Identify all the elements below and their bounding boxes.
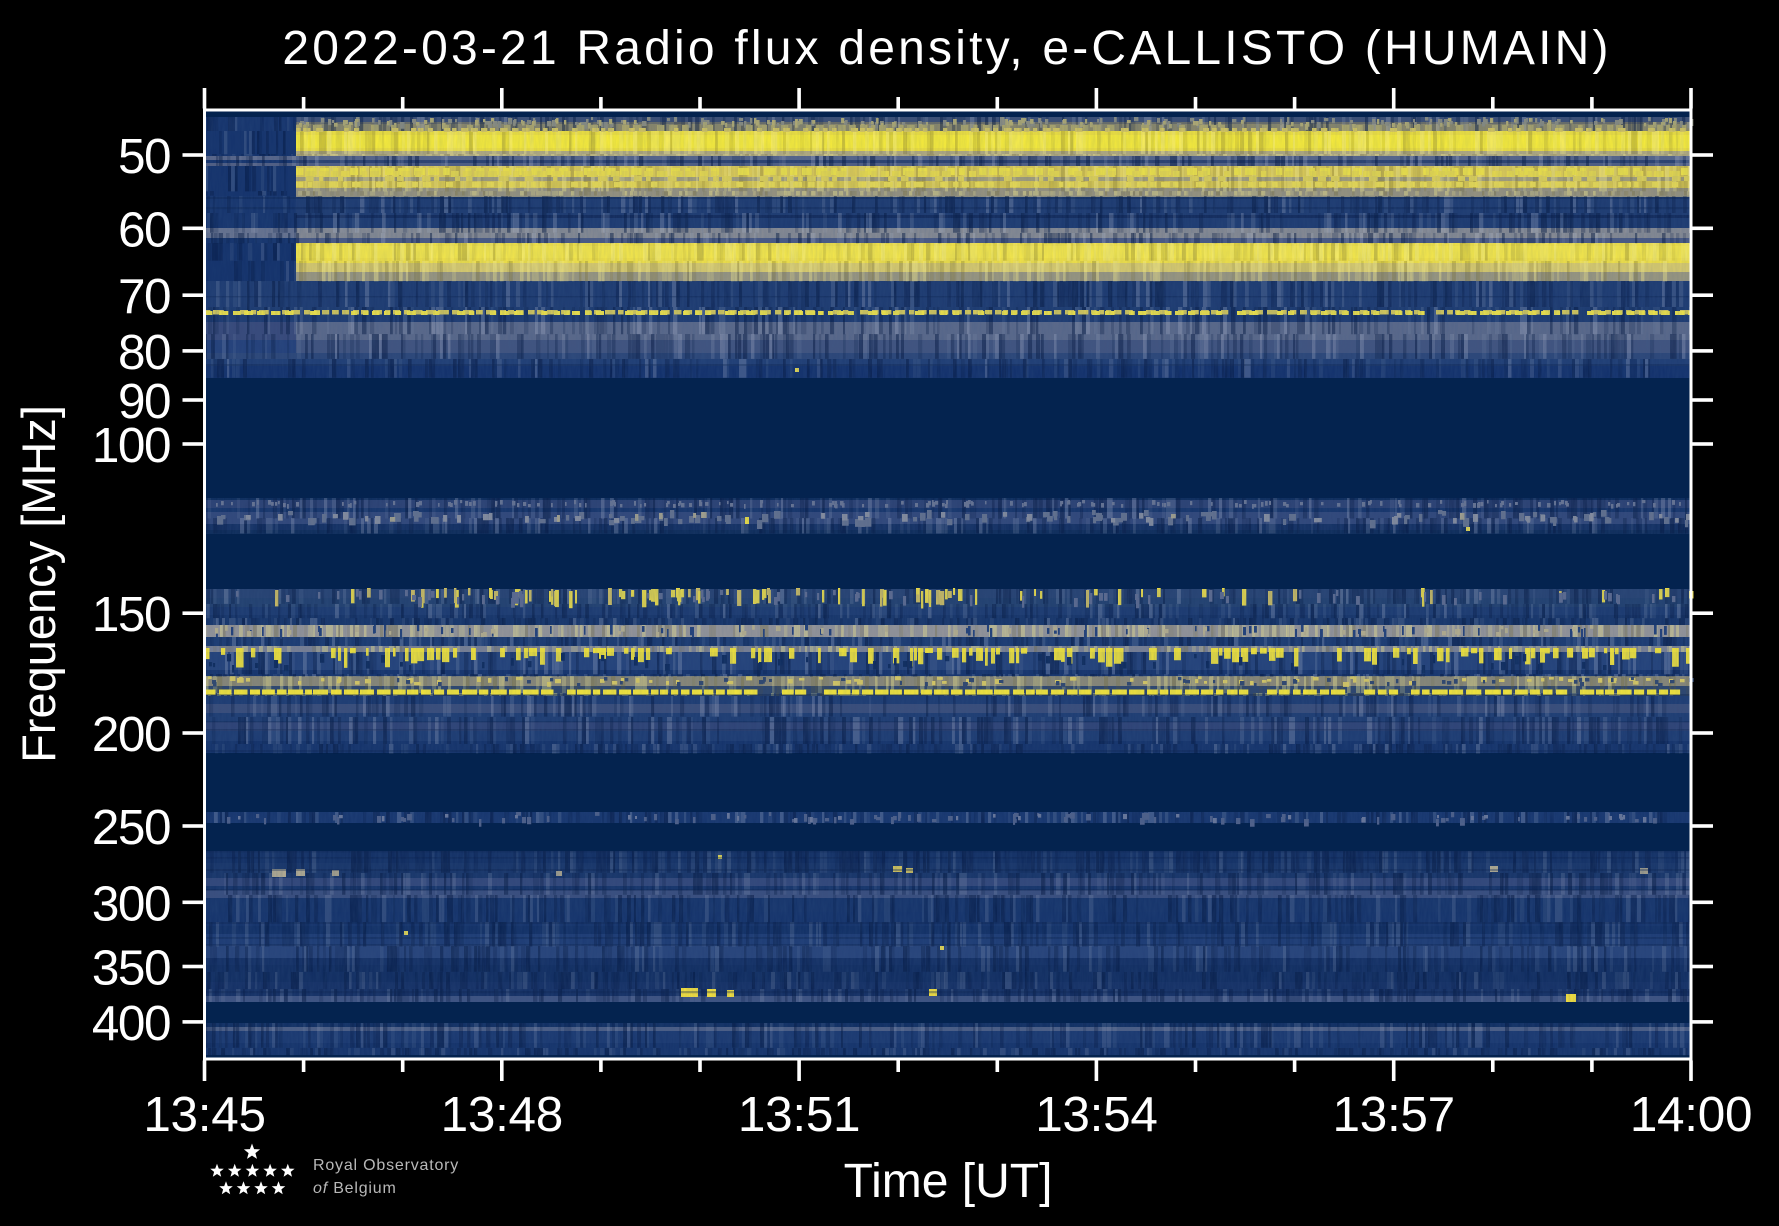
- svg-text:13:51: 13:51: [738, 1087, 860, 1142]
- svg-text:150: 150: [92, 587, 170, 642]
- svg-text:60: 60: [118, 202, 170, 257]
- svg-text:13:48: 13:48: [441, 1087, 563, 1142]
- svg-text:13:54: 13:54: [1035, 1087, 1157, 1142]
- svg-text:Time [UT]: Time [UT]: [844, 1155, 1053, 1208]
- svg-text:80: 80: [118, 325, 170, 380]
- svg-text:50: 50: [118, 129, 170, 184]
- svg-text:200: 200: [92, 707, 170, 762]
- svg-text:90: 90: [118, 374, 170, 429]
- svg-text:2022-03-21 Radio flux density,: 2022-03-21 Radio flux density, e-CALLIST…: [282, 22, 1611, 75]
- svg-text:of Belgium: of Belgium: [313, 1180, 397, 1197]
- svg-text:14:00: 14:00: [1630, 1087, 1752, 1142]
- svg-text:300: 300: [92, 876, 170, 931]
- svg-text:100: 100: [92, 418, 170, 473]
- svg-text:Frequency [MHz]: Frequency [MHz]: [12, 405, 65, 763]
- svg-text:13:45: 13:45: [143, 1087, 265, 1142]
- svg-text:250: 250: [92, 800, 170, 855]
- svg-text:13:57: 13:57: [1333, 1087, 1455, 1142]
- svg-text:400: 400: [92, 996, 170, 1051]
- svg-text:350: 350: [92, 941, 170, 996]
- svg-text:Royal Observatory: Royal Observatory: [313, 1157, 459, 1174]
- svg-text:70: 70: [118, 269, 170, 324]
